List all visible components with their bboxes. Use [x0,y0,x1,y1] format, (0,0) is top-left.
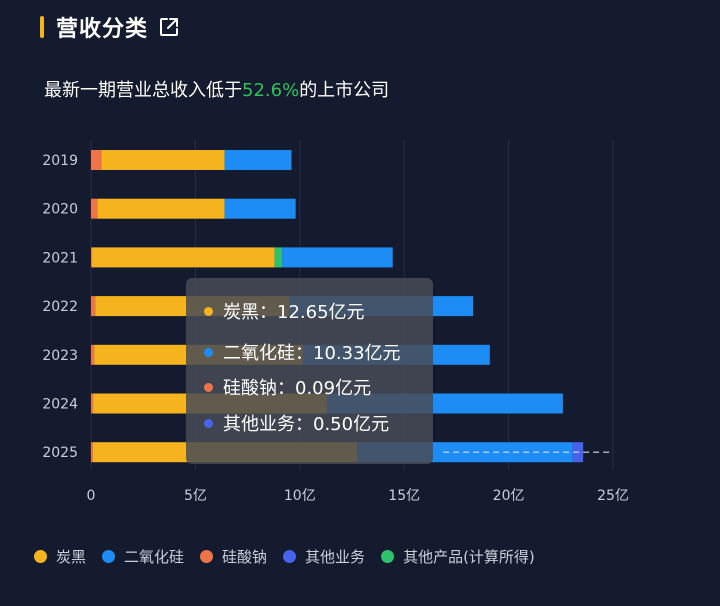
bar-segment [224,150,292,170]
legend-item-other-business[interactable]: 其他业务 [283,546,365,567]
x-tick-label: 20亿 [493,488,525,504]
x-tick-label: 5亿 [184,488,207,504]
chart-subtitle: 最新一期营业总收入低于52.6%的上市公司 [44,76,389,102]
y-tick-label: 2024 [42,397,78,413]
tooltip-row-silica: 二氧化硅：10.33亿元 [204,339,401,365]
legend-dot [200,550,214,563]
tooltip-row-carbon-black: 炭黑：12.65亿元 [204,298,365,324]
tooltip-dot [204,347,213,357]
bar-segment [91,393,94,414]
legend-label: 其他产品(计算所得) [403,548,535,566]
legend-label: 炭黑 [56,548,87,566]
legend-dot [34,550,47,563]
page-title: 营收分类 [56,17,149,42]
bar-segment [91,198,98,219]
tooltip-text: 硅酸钠：0.09亿元 [223,378,372,399]
x-tick-label: 10亿 [284,488,316,504]
bar-segment [224,198,296,219]
y-tick-label: 2021 [42,250,78,266]
legend-item-carbon-black[interactable]: 炭黑 [34,546,86,567]
subtitle-suffix: 的上市公司 [299,80,390,101]
bar-segment [91,247,93,268]
y-tick-label: 2022 [42,299,78,315]
x-tick-label: 15亿 [388,488,420,504]
legend-item-sodium-silicate[interactable]: 硅酸钠 [200,546,267,567]
external-link-icon[interactable] [158,16,180,38]
x-tick-label: 25亿 [597,488,629,504]
tooltip-text: 其他业务：0.50亿元 [223,414,390,435]
y-tick-label: 2023 [42,348,78,364]
x-tick-label: 0 [87,488,96,504]
tooltip-row-sodium-silicate: 硅酸钠：0.09亿元 [204,374,371,400]
bar-segment [91,150,102,170]
bar-segment [91,296,96,317]
chart-legend: 炭黑 二氧化硅 硅酸钠 其他业务 其他产品(计算所得) [34,546,551,567]
chart-tooltip: 炭黑：12.65亿元 二氧化硅：10.33亿元 硅酸钠：0.09亿元 其他业务：… [186,278,433,464]
bar-segment [101,150,225,170]
bar-segment [92,247,275,268]
legend-label: 硅酸钠 [222,548,268,566]
legend-dot [283,550,297,563]
y-tick-label: 2020 [42,202,78,218]
subtitle-highlight: 52.6% [242,80,300,101]
tooltip-dot [204,418,213,428]
y-tick-label: 2019 [42,153,78,169]
bar-segment [282,247,393,268]
legend-dot [381,550,395,563]
legend-label: 其他业务 [305,548,366,566]
bar-segment [97,198,225,219]
y-tick-label: 2025 [42,445,78,461]
legend-item-other-products[interactable]: 其他产品(计算所得) [381,546,535,567]
legend-dot [102,550,116,563]
legend-label: 二氧化硅 [124,548,185,566]
legend-item-silica[interactable]: 二氧化硅 [102,546,184,567]
accent-bar [40,16,44,38]
subtitle-prefix: 最新一期营业总收入低于 [44,80,242,101]
tooltip-dot [204,382,213,392]
tooltip-row-other-business: 其他业务：0.50亿元 [204,410,389,436]
tooltip-text: 炭黑：12.65亿元 [223,302,365,323]
bar-segment [274,247,283,268]
tooltip-text: 二氧化硅：10.33亿元 [223,343,401,364]
bar-segment [91,442,93,463]
tooltip-dot [204,306,213,316]
section-header: 营收分类 [40,10,180,44]
bar-segment [91,344,95,365]
